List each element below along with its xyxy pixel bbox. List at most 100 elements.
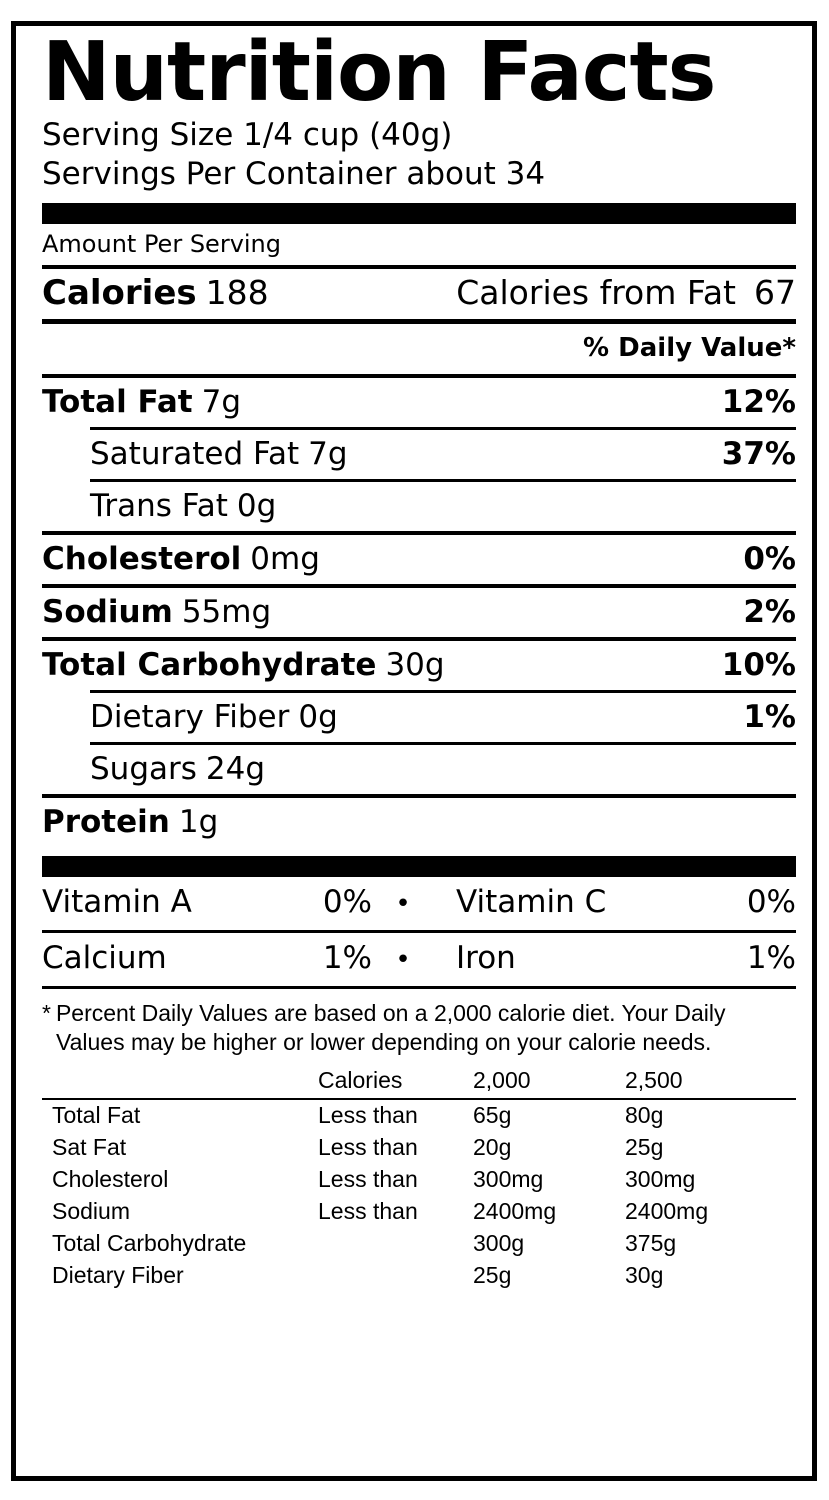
vitamin-cell-left: Calcium 1% [42,941,372,975]
bullet-separator-icon: • [395,945,411,975]
footnote-asterisk: * [42,1000,51,1026]
divider-between-vitamin-rows [42,930,796,933]
nutrient-name: Total Carbohydrate [42,647,377,683]
divider-indented [90,479,796,482]
nutrient-name: Trans Fat [90,488,228,524]
divider-wrap-trans-fat [42,479,796,482]
reference-value-2000: 25g [473,1262,512,1288]
nutrient-row-cholesterol: Cholesterol 0mg 0% [42,535,796,584]
nutrient-amount: 0g [236,488,277,524]
nutrient-row-dietary-fiber: Dietary Fiber 0g 1% [42,693,796,742]
divider-wrap-sugars [42,742,796,745]
table-row: Total Carbohydrate 300g 375g [42,1228,796,1260]
column-header-nutrient [42,1065,318,1098]
calories-from-fat-group: Calories from Fat 67 [456,275,796,311]
table-row: Total Fat Less than 65g 80g [42,1100,796,1132]
vitamin-cell-right: Iron 1% [456,941,796,975]
reference-qualifier: Less than [318,1198,418,1224]
calories-value: 188 [205,273,269,312]
vitamin-name: Vitamin C [456,884,607,920]
nutrient-label-group: Cholesterol 0mg [42,542,320,576]
nutrient-amount: 30g [385,647,445,683]
bullet-separator-icon: • [395,889,411,919]
nutrient-label-group: Total Fat 7g [42,385,241,419]
reference-value-2000: 2400mg [473,1198,557,1224]
table-row: Cholesterol Less than 300mg 300mg [42,1164,796,1196]
nutrient-name: Dietary Fiber [90,699,290,735]
nutrient-name: Total Fat [42,384,193,420]
nutrient-label-group: Saturated Fat 7g [90,437,348,471]
nutrient-label-group: Total Carbohydrate 30g [42,648,445,682]
nutrient-row-saturated-fat: Saturated Fat 7g 37% [42,430,796,479]
calories-label: Calories [42,273,197,313]
table-row: Sodium Less than 2400mg 2400mg [42,1196,796,1228]
nutrient-name: Cholesterol [42,541,242,577]
table-row: Sat Fat Less than 20g 25g [42,1132,796,1164]
column-header-2500: 2,500 [625,1067,683,1093]
reference-value-2500: 375g [625,1230,677,1256]
reference-nutrient-name: Total Carbohydrate [52,1230,247,1256]
divider-above-calories [42,265,796,269]
divider-wrap-dietary-fiber [42,690,796,693]
reference-nutrient-name: Sodium [52,1198,130,1224]
divider-above-sodium [42,584,796,588]
nutrient-name: Saturated Fat [90,436,300,472]
amount-per-serving-label: Amount Per Serving [42,230,282,258]
nutrition-facts-panel: Nutrition Facts Serving Size 1/4 cup (40… [11,21,817,1481]
servings-per-container-text: Servings Per Container about 34 [42,156,546,192]
reference-value-2500: 2400mg [625,1198,709,1224]
divider-below-vitamins [42,986,796,989]
daily-value-footnote: * Percent Daily Values are based on a 2,… [42,989,796,1059]
column-header-calories: Calories [318,1067,403,1093]
vitamin-value: 0% [746,884,796,920]
reference-value-2500: 30g [625,1262,664,1288]
vitamin-row-a-c: Vitamin A 0% • Vitamin C 0% [42,877,796,930]
nutrient-row-protein: Protein 1g [42,798,796,847]
divider-indented [90,690,796,693]
serving-size-text: Serving Size 1/4 cup (40g) [42,117,453,153]
nutrient-amount: 7g [201,384,241,420]
calories-row: Calories 188 Calories from Fat 67 [42,269,796,319]
vitamin-name: Calcium [42,940,167,976]
nutrient-name: Sugars [90,751,197,787]
divider-wrap-saturated-fat [42,427,796,430]
reference-qualifier: Less than [318,1102,418,1128]
nutrient-daily-value: 1% [743,699,796,735]
reference-qualifier [318,1260,473,1292]
daily-value-reference-table: Calories 2,000 2,500 Total Fat Less than… [42,1065,796,1292]
daily-value-header: % Daily Value* [583,333,796,363]
vitamin-value: 0% [322,884,372,920]
column-header-2000: 2,000 [473,1067,531,1093]
reference-nutrient-name: Sat Fat [52,1134,127,1160]
nutrient-daily-value: 0% [743,541,796,577]
footnote-text: Percent Daily Values are based on a 2,00… [55,1000,726,1055]
reference-value-2000: 20g [473,1134,512,1160]
vitamin-name: Iron [456,940,516,976]
nutrient-name: Protein [42,804,170,840]
nutrient-daily-value: 37% [721,436,796,472]
divider-above-cholesterol [42,531,796,535]
vitamin-value: 1% [746,940,796,976]
table-row: Dietary Fiber 25g 30g [42,1260,796,1292]
nutrient-amount: 24g [205,751,266,787]
nutrient-row-sugars: Sugars 24g [42,745,796,794]
nutrient-daily-value: 12% [721,384,796,420]
nutrient-daily-value: 10% [721,647,796,683]
table-header-divider-cell [42,1098,796,1100]
reference-value-2000: 65g [473,1102,512,1128]
reference-nutrient-name: Dietary Fiber [52,1262,184,1288]
nutrient-label-group: Trans Fat 0g [90,489,276,523]
reference-nutrient-name: Cholesterol [52,1166,169,1192]
nutrient-amount: 7g [308,436,348,472]
divider-thick-vitamins [42,856,796,877]
reference-value-2500: 300mg [625,1166,696,1192]
reference-value-2500: 80g [625,1102,664,1128]
divider-below-calories [42,319,796,324]
nutrient-label-group: Protein 1g [42,805,218,839]
divider-indented [90,742,796,745]
page-title: Nutrition Facts [42,25,716,120]
divider-thick-top [42,203,796,224]
vitamin-name: Vitamin A [42,884,192,920]
reference-qualifier: Less than [318,1134,418,1160]
nutrient-amount: 0g [298,699,338,735]
